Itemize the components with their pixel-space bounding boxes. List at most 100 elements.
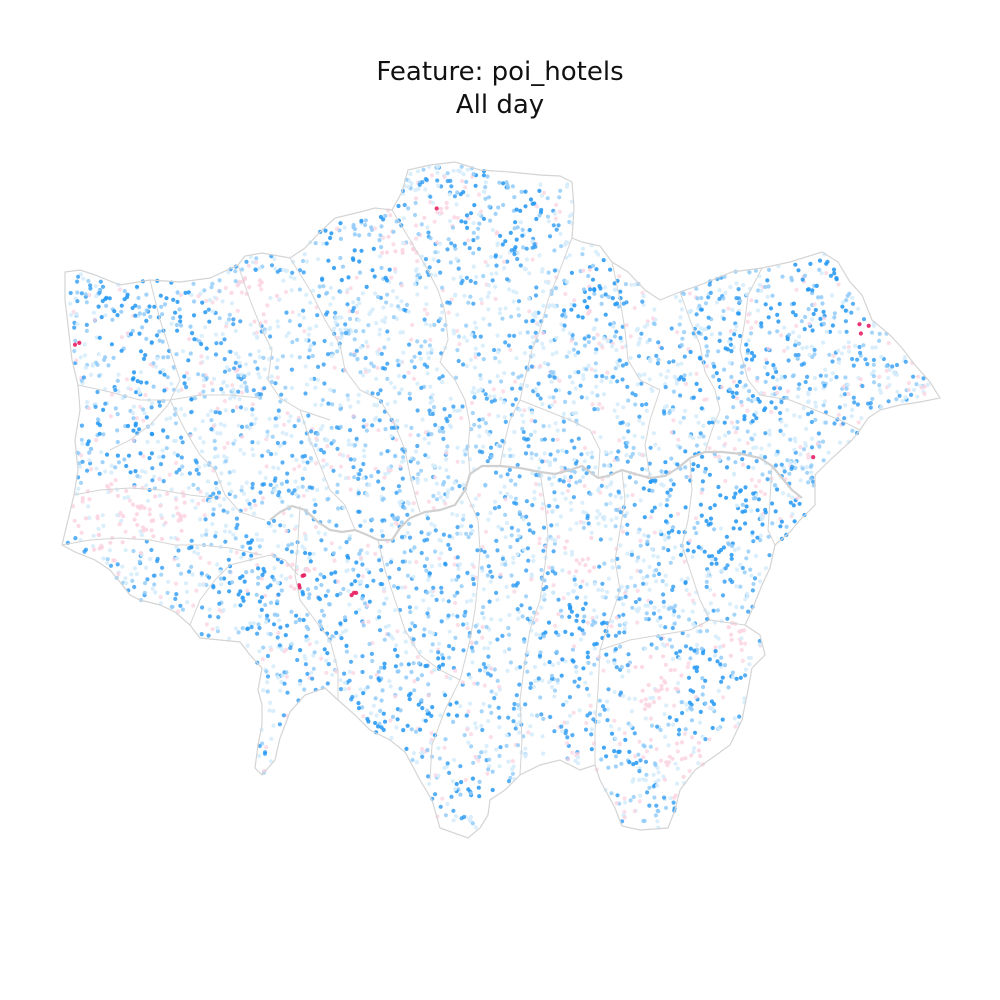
poi-point [569, 632, 575, 637]
poi-point [213, 352, 219, 357]
poi-point [747, 270, 752, 275]
poi-point [133, 313, 138, 318]
poi-point [661, 408, 667, 414]
poi-point [503, 340, 508, 345]
poi-point [687, 768, 692, 774]
poi-point [141, 454, 146, 459]
poi-point [524, 246, 529, 251]
poi-point [383, 213, 388, 218]
poi-point [718, 493, 723, 498]
poi-point [652, 307, 657, 312]
poi-point [755, 308, 761, 313]
poi-point [125, 423, 131, 429]
poi-point [647, 587, 652, 592]
poi-point [312, 509, 317, 514]
poi-point [267, 708, 272, 713]
poi-point [792, 413, 797, 418]
poi-point [850, 356, 855, 362]
poi-point [674, 741, 680, 746]
poi-point [626, 429, 631, 434]
poi-point [597, 402, 602, 407]
poi-point [554, 227, 559, 232]
poi-point [663, 805, 669, 811]
poi-point [527, 528, 533, 533]
poi-point [529, 732, 535, 737]
poi-point [740, 462, 746, 467]
poi-point [330, 402, 335, 407]
poi-point [128, 387, 133, 392]
poi-point [617, 274, 622, 279]
poi-point [585, 451, 590, 456]
poi-point [175, 556, 180, 561]
poi-point [406, 594, 411, 600]
poi-point [861, 343, 866, 348]
poi-point [481, 357, 486, 362]
poi-point [500, 633, 505, 639]
poi-point [498, 233, 503, 238]
poi-point [276, 466, 281, 471]
poi-point [115, 562, 120, 567]
poi-point [194, 467, 199, 473]
poi-point [294, 457, 299, 462]
poi-point [831, 267, 837, 272]
poi-point [733, 460, 738, 465]
poi-point [495, 637, 500, 642]
poi-point [755, 508, 760, 513]
poi-point [351, 222, 356, 228]
poi-point [682, 559, 687, 564]
poi-point [178, 314, 183, 319]
poi-point [597, 564, 602, 569]
poi-point [697, 303, 702, 308]
poi-point [389, 275, 394, 280]
poi-point [546, 280, 551, 285]
poi-point [533, 293, 539, 298]
poi-point [653, 442, 658, 447]
poi-point [254, 330, 259, 335]
poi-point [808, 476, 814, 481]
poi-point [614, 329, 619, 334]
poi-point [278, 523, 283, 528]
poi-point [794, 323, 799, 328]
poi-point [430, 705, 435, 710]
poi-point [205, 413, 211, 418]
poi-point [647, 377, 652, 382]
poi-point [395, 717, 400, 722]
poi-point [732, 425, 737, 430]
poi-point [745, 441, 751, 446]
poi-point [399, 359, 404, 364]
poi-point [665, 642, 670, 647]
poi-point [144, 415, 149, 420]
poi-point [734, 296, 739, 301]
poi-point [806, 480, 811, 485]
poi-point [733, 430, 738, 435]
poi-point [289, 513, 294, 518]
poi-point [711, 702, 717, 707]
poi-point [712, 620, 718, 625]
poi-point [512, 195, 517, 200]
poi-point [741, 283, 746, 288]
poi-point [445, 801, 450, 807]
poi-point [785, 458, 790, 463]
poi-point [661, 546, 666, 551]
poi-point [361, 373, 366, 378]
poi-point [339, 277, 344, 283]
poi-point [775, 377, 780, 382]
poi-point [784, 524, 789, 529]
poi-point [498, 572, 503, 577]
poi-point [791, 301, 797, 306]
poi-point [352, 353, 357, 358]
poi-point [249, 625, 254, 630]
poi-point [552, 729, 557, 734]
poi-point [622, 731, 627, 736]
poi-point [325, 497, 330, 502]
poi-point [481, 173, 486, 178]
poi-point [472, 320, 477, 325]
poi-point [415, 655, 420, 660]
poi-point [382, 719, 388, 724]
poi-point [149, 547, 154, 553]
poi-point [567, 614, 572, 620]
poi-point [641, 576, 646, 581]
poi-point [449, 184, 454, 189]
poi-point [692, 730, 698, 735]
poi-point [171, 513, 176, 518]
